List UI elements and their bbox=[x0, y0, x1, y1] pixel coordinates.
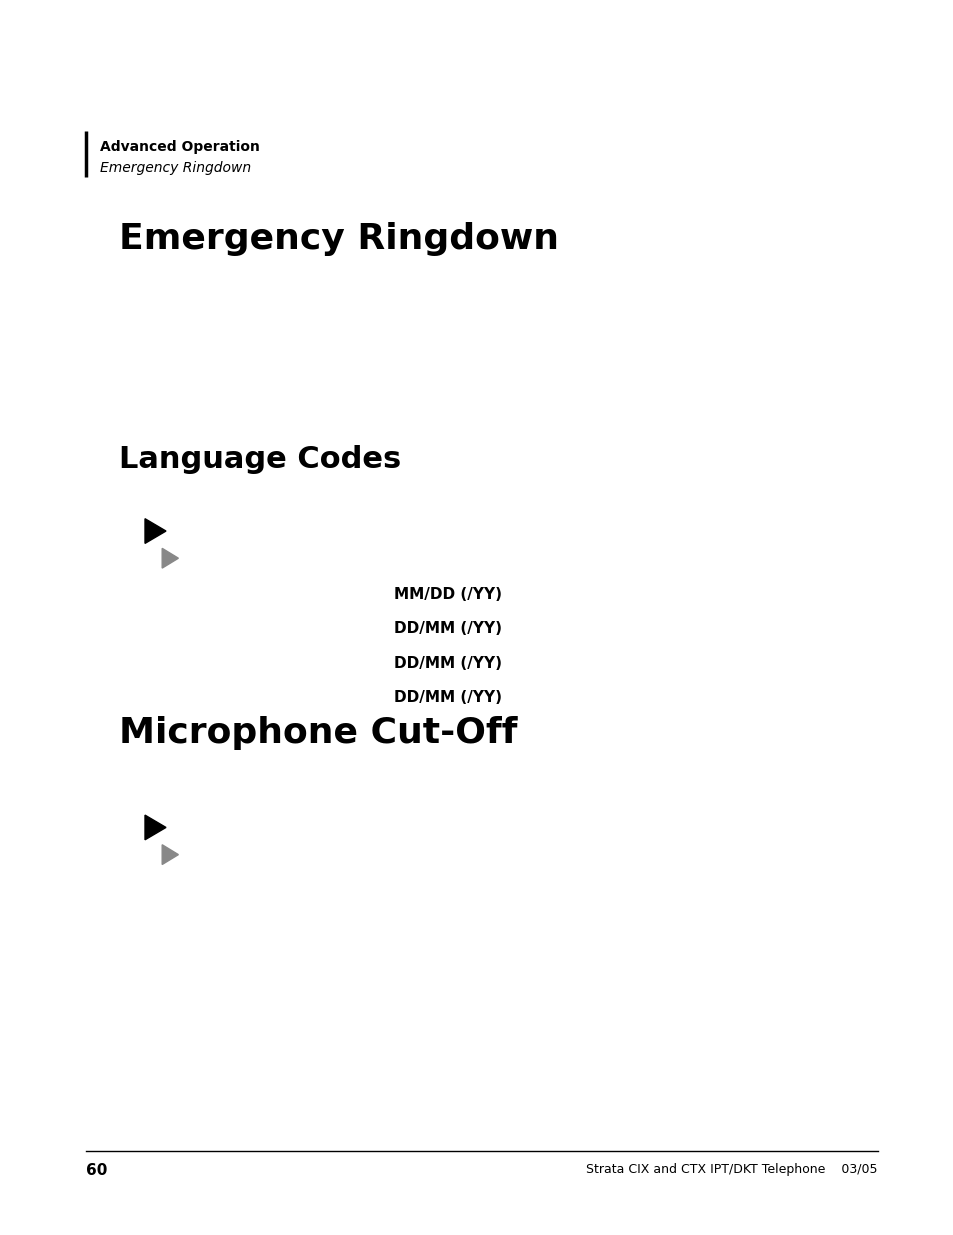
Text: DD/MM (/YY): DD/MM (/YY) bbox=[394, 621, 502, 636]
Polygon shape bbox=[145, 815, 166, 840]
Polygon shape bbox=[162, 845, 178, 864]
Text: Advanced Operation: Advanced Operation bbox=[100, 140, 260, 153]
Polygon shape bbox=[145, 519, 166, 543]
Text: Emergency Ringdown: Emergency Ringdown bbox=[119, 222, 558, 257]
Text: Emergency Ringdown: Emergency Ringdown bbox=[100, 161, 251, 174]
Text: DD/MM (/YY): DD/MM (/YY) bbox=[394, 656, 502, 671]
Text: 60: 60 bbox=[86, 1163, 107, 1178]
Polygon shape bbox=[162, 548, 178, 568]
Text: MM/DD (/YY): MM/DD (/YY) bbox=[394, 587, 502, 601]
Text: DD/MM (/YY): DD/MM (/YY) bbox=[394, 690, 502, 705]
Text: Microphone Cut-Off: Microphone Cut-Off bbox=[119, 716, 517, 751]
Text: Strata CIX and CTX IPT/DKT Telephone    03/05: Strata CIX and CTX IPT/DKT Telephone 03/… bbox=[585, 1163, 877, 1177]
Text: Language Codes: Language Codes bbox=[119, 445, 401, 473]
